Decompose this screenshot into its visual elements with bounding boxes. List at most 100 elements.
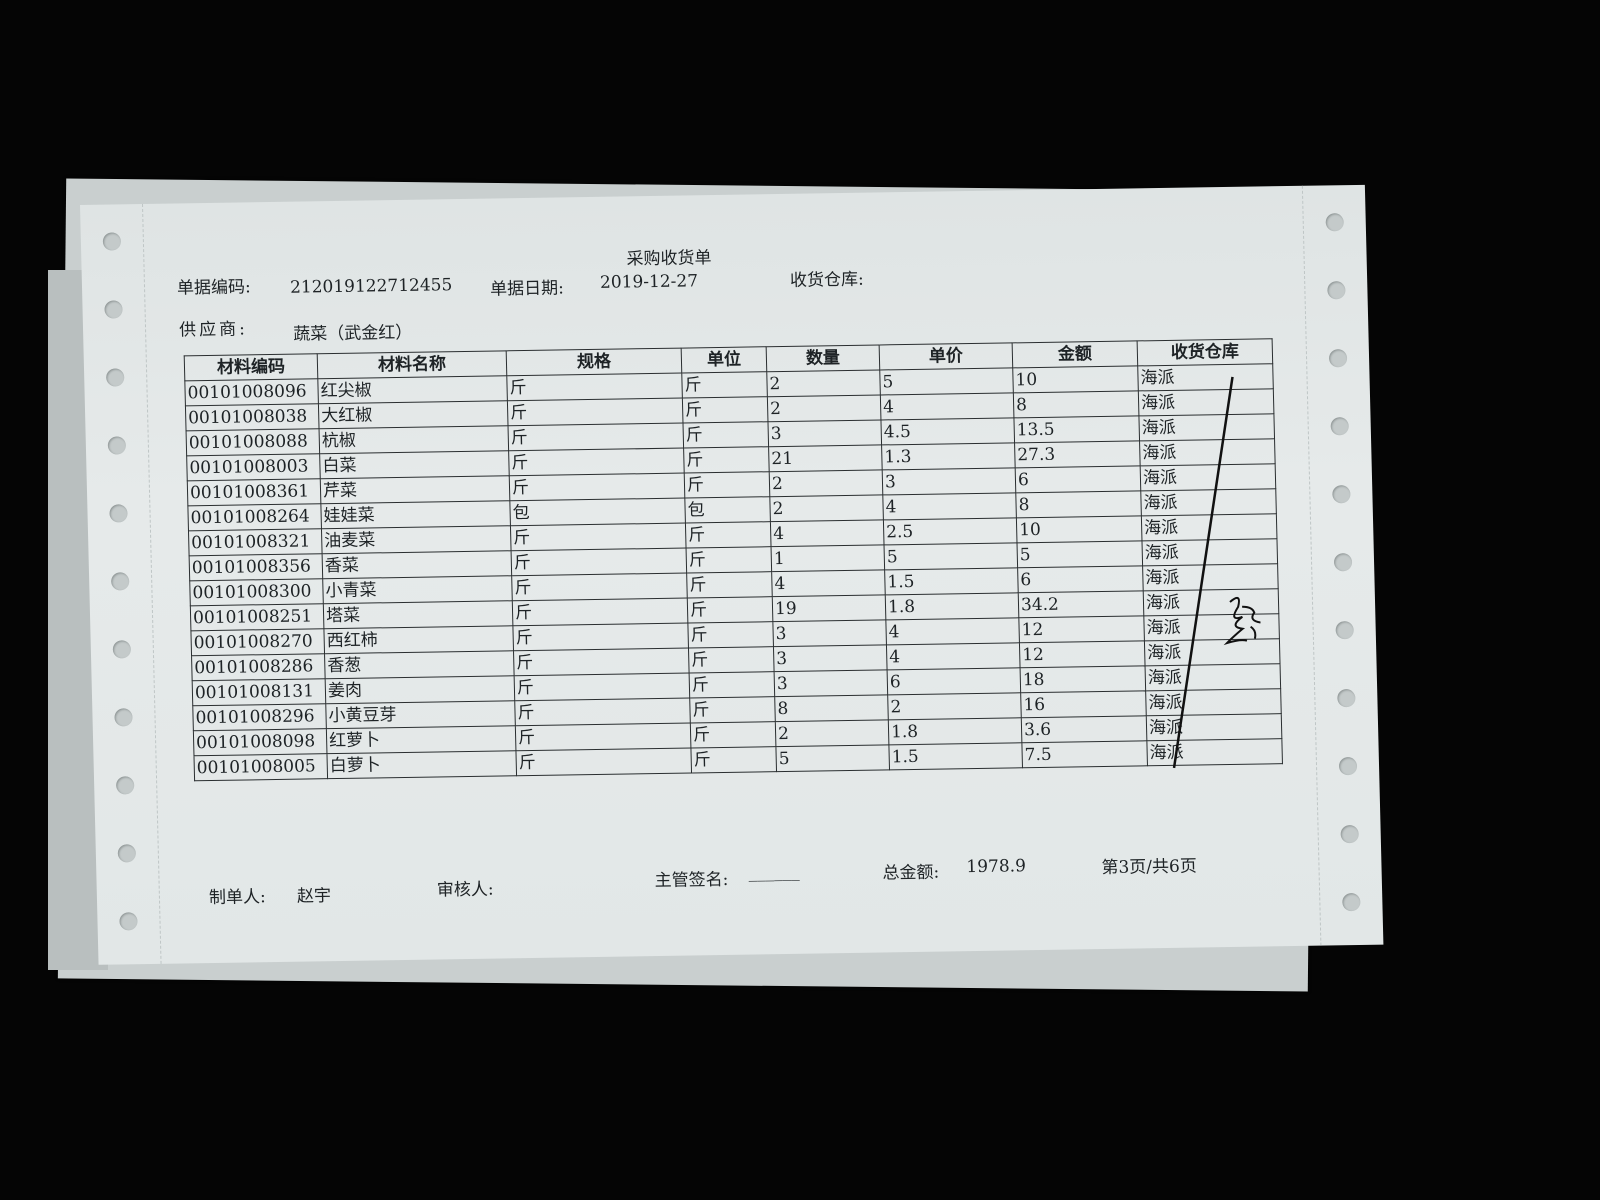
- table-cell: 斤: [689, 696, 776, 723]
- table-cell: 斤: [690, 746, 777, 773]
- punch-hole: [117, 844, 137, 863]
- table-cell: 6: [1015, 465, 1141, 493]
- table-cell: 4.5: [880, 417, 1015, 445]
- punch-hole: [109, 504, 128, 523]
- punch-hole: [1330, 417, 1349, 436]
- punch-hole: [102, 232, 122, 251]
- total-value: 1978.9: [966, 856, 1027, 878]
- table-cell: 1.5: [884, 567, 1019, 595]
- table-cell: 5: [879, 367, 1014, 395]
- table-cell: 2: [769, 494, 884, 522]
- column-header: 规格: [506, 348, 682, 376]
- table-cell: 00101008270: [190, 628, 325, 656]
- table-cell: 6: [887, 667, 1021, 695]
- table-cell: 5: [775, 744, 890, 772]
- table-cell: 斤: [685, 521, 772, 549]
- purchase-receipt-paper: 采购收货单 单据编码: 212019122712455 单据日期: 2019-1…: [80, 184, 1384, 965]
- table-cell: 00101008098: [193, 728, 327, 756]
- date-label: 单据日期:: [489, 278, 565, 300]
- punch-hole: [1325, 213, 1344, 232]
- table-cell: 斤: [510, 523, 687, 551]
- table-cell: 香葱: [324, 650, 515, 679]
- table-cell: 00101008356: [189, 553, 323, 581]
- table-cell: 10: [1016, 515, 1142, 543]
- table-cell: 西红柿: [323, 625, 514, 654]
- maker-value: 赵宇: [296, 886, 332, 907]
- table-cell: 3: [772, 619, 887, 647]
- table-cell: 00101008321: [188, 528, 323, 556]
- table-cell: 2: [767, 394, 881, 422]
- reviewer-label: 审核人:: [436, 879, 494, 901]
- table-cell: 红萝卜: [326, 725, 516, 754]
- total-label: 总金额:: [882, 862, 940, 884]
- table-cell: 姜肉: [325, 675, 515, 704]
- table-cell: 香菜: [322, 550, 512, 579]
- table-cell: 00101008264: [187, 503, 322, 531]
- date-value: 2019-12-27: [599, 271, 699, 293]
- handwritten-signature: [1172, 376, 1261, 769]
- table-cell: 00101008003: [186, 453, 321, 481]
- table-cell: 斤: [507, 398, 683, 426]
- column-header: 材料名称: [317, 350, 507, 379]
- supplier-label: 供应商:: [178, 319, 249, 341]
- table-cell: 00101008361: [187, 478, 321, 506]
- table-cell: 4: [882, 492, 1017, 520]
- table-cell: 斤: [682, 396, 768, 424]
- table-cell: 白菜: [319, 450, 510, 479]
- punch-hole: [114, 708, 133, 727]
- table-cell: 斤: [683, 446, 770, 474]
- table-cell: 斤: [515, 747, 692, 776]
- table-cell: 斤: [686, 546, 772, 574]
- table-cell: 娃娃菜: [320, 500, 511, 529]
- table-cell: 斤: [509, 473, 685, 501]
- doc-no-label: 单据编码:: [176, 277, 252, 299]
- punch-hole: [1340, 824, 1359, 844]
- table-cell: 8: [1015, 490, 1142, 518]
- supervisor-signature-blank: ______: [748, 861, 800, 883]
- table-cell: 红尖椒: [317, 375, 508, 404]
- table-cell: 1: [771, 544, 885, 572]
- table-cell: 13.5: [1013, 415, 1140, 443]
- table-cell: 包: [509, 498, 686, 526]
- table-cell: 小黄豆芽: [325, 700, 516, 729]
- table-cell: 2: [775, 719, 889, 747]
- table-cell: 21: [768, 444, 883, 472]
- table-cell: 4: [886, 642, 1021, 670]
- table-cell: 16: [1020, 690, 1147, 718]
- table-cell: 00101008096: [184, 378, 319, 406]
- table-cell: 00101008296: [192, 703, 327, 731]
- table-cell: 斤: [690, 721, 776, 748]
- table-cell: 小青菜: [322, 575, 513, 604]
- table-cell: 斤: [687, 621, 774, 648]
- table-cell: 斤: [511, 548, 687, 576]
- table-cell: 大红椒: [318, 400, 509, 429]
- table-cell: 斤: [512, 623, 689, 651]
- column-header: 金额: [1012, 340, 1138, 368]
- table-cell: 12: [1019, 640, 1146, 668]
- punch-hole: [115, 776, 135, 795]
- table-cell: 3: [774, 669, 888, 697]
- table-cell: 2: [769, 469, 883, 497]
- table-cell: 4: [770, 519, 885, 547]
- table-cell: 00101008088: [186, 428, 320, 456]
- table-cell: 塔菜: [323, 600, 513, 629]
- punch-hole: [1338, 757, 1358, 776]
- table-cell: 7.5: [1021, 740, 1148, 768]
- table-cell: 斤: [512, 598, 688, 626]
- table-cell: 18: [1020, 665, 1146, 693]
- table-cell: 1.5: [888, 742, 1023, 770]
- table-cell: 00101008131: [192, 678, 326, 706]
- table-cell: 白萝卜: [326, 750, 517, 779]
- table-cell: 3: [773, 644, 888, 672]
- document-title: 采购收货单: [626, 248, 712, 270]
- punch-hole: [1333, 553, 1353, 572]
- table-cell: 1.8: [885, 592, 1019, 620]
- punch-hole: [110, 572, 130, 591]
- items-table: 材料编码 材料名称 规格 单位 数量 单价 金额 收货仓库 00101008096 红尖椒斤斤 2…: [184, 338, 1283, 781]
- punch-hole: [1332, 485, 1351, 504]
- table-cell: 2: [887, 692, 1022, 720]
- table-cell: 2.5: [883, 517, 1017, 545]
- punch-hole: [106, 368, 125, 387]
- punch-hole: [119, 912, 138, 931]
- table-cell: 5: [1016, 540, 1143, 568]
